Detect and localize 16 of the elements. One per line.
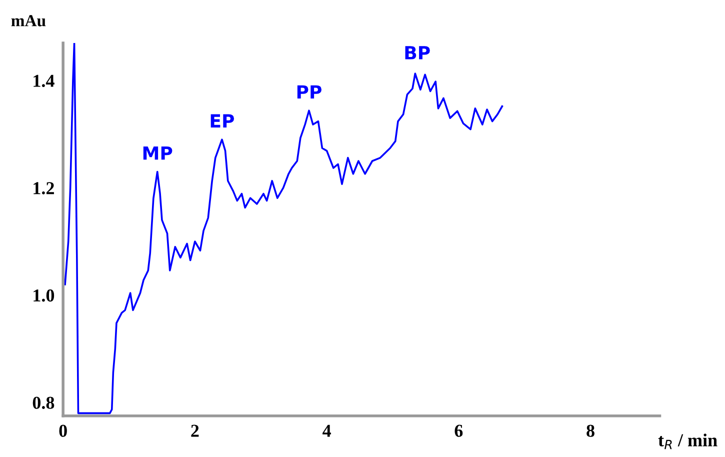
x-tick-label: 4 xyxy=(322,424,331,437)
x-tick-label: 6 xyxy=(454,424,463,437)
y-tick-label: 1.4 xyxy=(34,74,54,88)
annotation: EP xyxy=(210,114,234,128)
annotation: BP xyxy=(405,46,430,60)
line-series xyxy=(64,42,504,414)
annotation: MP xyxy=(143,146,172,160)
x-tick-label: 0 xyxy=(59,424,67,437)
y-tick-label: 0.8 xyxy=(32,396,54,409)
y-tick-label: 1.2 xyxy=(34,182,54,194)
annotation: PP xyxy=(297,85,322,98)
y-axis-title: mAu xyxy=(11,15,46,26)
x-axis-title: t$_{R}$ / min xyxy=(658,434,718,450)
y-tick-label: 1.0 xyxy=(34,289,54,302)
x-tick-label: 2 xyxy=(191,424,199,437)
x-tick-label: 8 xyxy=(586,424,594,437)
